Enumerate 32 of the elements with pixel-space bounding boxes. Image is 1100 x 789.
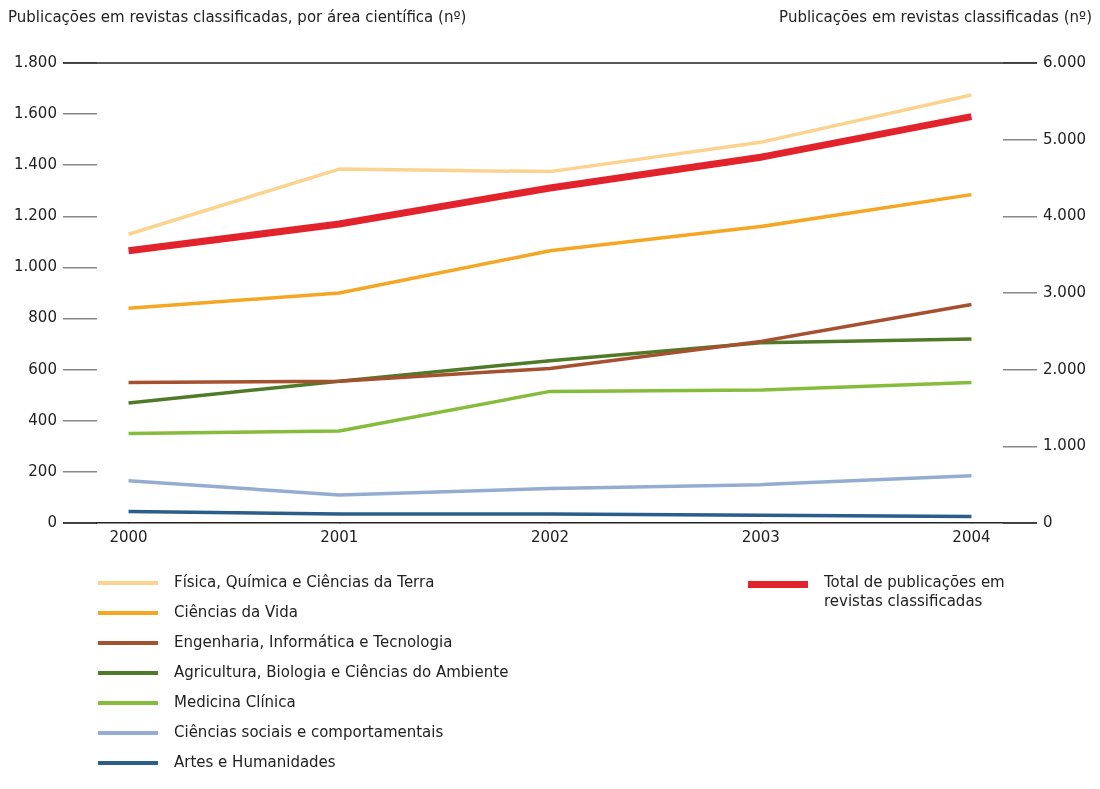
y-tick-label: 1.600 xyxy=(13,104,57,122)
y-tick-label: 1.800 xyxy=(13,52,57,71)
x-tick-label: 2002 xyxy=(530,527,570,546)
y2-tick-label: 6.000 xyxy=(1043,52,1087,71)
legend-label: Engenharia, Informática e Tecnologia xyxy=(174,633,454,652)
x-tick-label: 2004 xyxy=(952,527,991,546)
legend-label: Total de publicações em revistas classificadas xyxy=(824,573,1006,611)
y2-tick-label: 1.000 xyxy=(1043,436,1087,455)
y-tick-label: 600 xyxy=(28,359,57,378)
y-tick-label: 800 xyxy=(28,308,57,327)
legend-label: Medicina Clínica xyxy=(174,693,297,712)
x-tick-label: 2003 xyxy=(741,527,780,546)
y-tick-label: 400 xyxy=(28,410,57,429)
y2-tick-label: 0 xyxy=(1043,512,1053,531)
y2-tick-label: 3.000 xyxy=(1043,282,1087,301)
legend-label: Artes e Humanidades xyxy=(174,753,337,772)
y2-tick-label: 5.000 xyxy=(1043,129,1087,148)
y-tick-label: 1.200 xyxy=(13,206,57,225)
y-tick-label: 200 xyxy=(28,461,57,480)
legend-label: Agricultura, Biologia e Ciências do Ambiente xyxy=(174,663,510,682)
x-tick-label: 2000 xyxy=(109,527,148,546)
y-axis-title: Publicações em revistas classificadas, por área científica (nº) xyxy=(8,8,467,26)
y-tick-label: 0 xyxy=(47,512,57,531)
y2-tick-label: 2.000 xyxy=(1043,359,1087,378)
y2-tick-label: 4.000 xyxy=(1043,206,1087,225)
y-tick-label: 1.400 xyxy=(13,155,57,174)
legend-label: Ciências da Vida xyxy=(174,603,299,622)
y-tick-label: 1.000 xyxy=(13,257,57,276)
y2-axis-title: Publicações em revistas classificadas (nº) xyxy=(779,8,1092,26)
legend-label: Física, Química e Ciências da Terra xyxy=(174,573,436,592)
legend-label: Ciências sociais e comportamentais xyxy=(174,723,445,742)
x-tick-label: 2001 xyxy=(320,527,359,546)
